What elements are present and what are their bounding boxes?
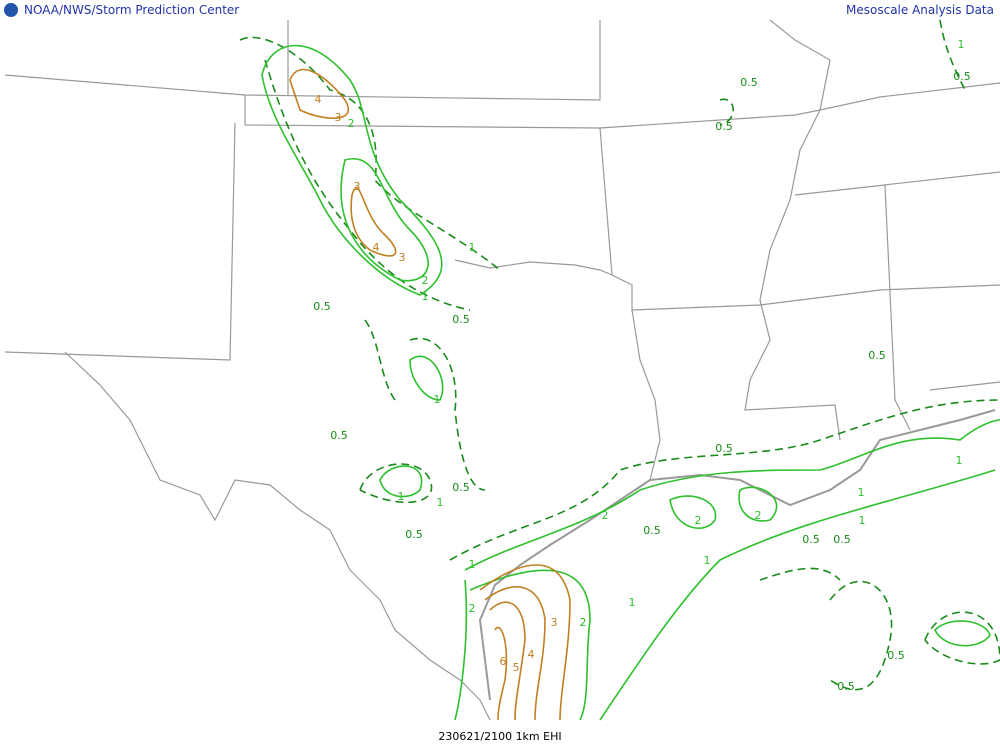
contour-label: 0.5 <box>715 120 733 133</box>
contour-label: 1 <box>858 486 865 499</box>
contour-label: 0.5 <box>740 76 758 89</box>
contour-label: 1 <box>437 496 444 509</box>
contour-label: 0.5 <box>837 680 855 693</box>
contour-label: 0.5 <box>887 649 905 662</box>
contour-label: 0.5 <box>313 300 331 313</box>
contour-label: 0.5 <box>452 313 470 326</box>
contour-label: 4 <box>315 93 322 106</box>
footer: 230621/2100 1km EHI <box>438 730 561 743</box>
contour-label: 1 <box>704 554 711 567</box>
contour-label: 3 <box>354 180 361 193</box>
header-right: Mesoscale Analysis Data <box>846 3 994 17</box>
contour-label: 2 <box>469 602 476 615</box>
contour-label: 2 <box>580 616 587 629</box>
contour-label: 0.5 <box>452 481 470 494</box>
contour-label: 1 <box>422 290 429 303</box>
contour-label: 3 <box>335 111 342 124</box>
contour-label: 2 <box>695 514 702 527</box>
contour-label: 2 <box>602 509 609 522</box>
contour-label: 2 <box>348 117 355 130</box>
contour-label: 3 <box>551 616 558 629</box>
contour-label: 1 <box>859 514 866 527</box>
contour-label: 4 <box>528 648 535 661</box>
contour-label: 3 <box>399 251 406 264</box>
contour-label: 1 <box>469 241 476 254</box>
contour-label: 2 <box>422 274 429 287</box>
contour-label: 0.5 <box>330 429 348 442</box>
contour-label: 0.5 <box>643 524 661 537</box>
contours <box>239 19 1000 721</box>
header-left: NOAA/NWS/Storm Prediction Center <box>24 3 239 17</box>
footer-bar <box>0 722 1000 750</box>
contour-label: 0.5 <box>833 533 851 546</box>
borders <box>4 19 1000 721</box>
contour-label: 1 <box>958 38 965 51</box>
contour-label: 1 <box>469 558 476 571</box>
noaa-logo <box>4 3 18 17</box>
contour-label: 6 <box>500 655 507 668</box>
contour-label: 0.5 <box>868 349 886 362</box>
contour-label: 0.5 <box>715 442 733 455</box>
contour-label: 1 <box>434 393 441 406</box>
contour-label: 4 <box>373 241 380 254</box>
contour-label: 0.5 <box>953 70 971 83</box>
contour-label: 0.5 <box>802 533 820 546</box>
contour-label: 5 <box>513 661 520 674</box>
contour-label: 0.5 <box>405 528 423 541</box>
contour-label: 1 <box>398 490 405 503</box>
contour-label: 1 <box>629 596 636 609</box>
contour-label: 1 <box>956 454 963 467</box>
contour-label: 2 <box>755 509 762 522</box>
